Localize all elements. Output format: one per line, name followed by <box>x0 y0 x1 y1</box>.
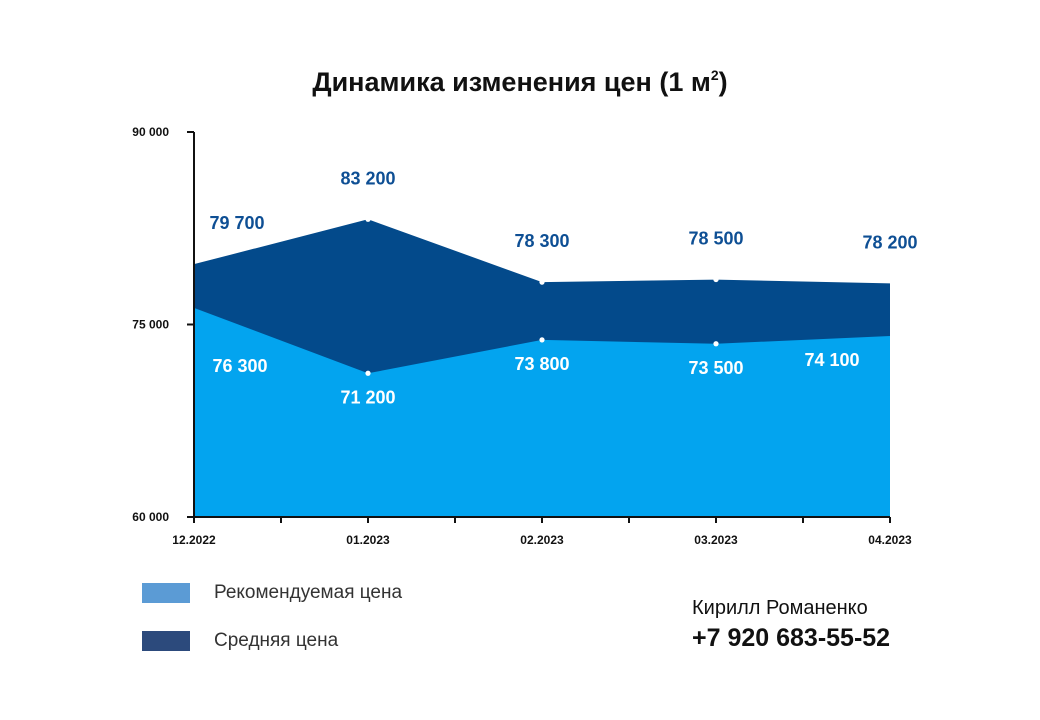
chart-axes: 60 000 75 000 90 000 12.2022 01.2023 02.2023 0… <box>132 125 912 547</box>
chart-title: Динамика изменения цен (1 м2) <box>312 67 727 97</box>
point-recommended <box>539 337 545 343</box>
data-label-recommended: 71 200 <box>340 387 395 407</box>
area-recommended-price <box>194 307 890 517</box>
data-label-recommended: 74 100 <box>804 350 859 370</box>
y-tick-label: 75 000 <box>132 318 169 332</box>
contact-block: Кирилл Романенко +7 920 683-55-52 <box>692 597 890 653</box>
chart-areas <box>194 219 890 517</box>
point-average <box>365 216 371 222</box>
data-label-average: 83 200 <box>340 168 395 188</box>
point-average <box>713 276 719 283</box>
contact-name: Кирилл Романенко <box>692 597 868 619</box>
y-tick-label: 90 000 <box>132 125 169 139</box>
point-recommended <box>713 341 719 347</box>
x-tick-label: 12.2022 <box>172 533 216 547</box>
data-label-average: 78 200 <box>862 232 917 252</box>
legend-item-recommended: Рекомендуемая цена <box>142 580 402 606</box>
chart-points <box>365 216 719 376</box>
x-tick-label: 04.2023 <box>868 533 912 547</box>
chart-data-labels: 79 700 83 200 78 300 78 500 78 200 76 300 71 2… <box>209 168 917 407</box>
legend-item-average: Средняя цена <box>142 628 402 654</box>
x-tick-label: 03.2023 <box>694 533 738 547</box>
data-label-average: 79 700 <box>209 213 264 233</box>
y-tick-label: 60 000 <box>132 510 169 524</box>
chart-title-suffix: ) <box>719 67 728 97</box>
data-label-recommended: 76 300 <box>212 356 267 376</box>
point-recommended <box>365 370 371 376</box>
legend-label-recommended: Рекомендуемая цена <box>214 582 403 603</box>
data-label-average: 78 500 <box>688 229 743 249</box>
chart-title-superscript: 2 <box>711 67 719 83</box>
contact-phone: +7 920 683-55-52 <box>692 624 891 652</box>
legend-label-average: Средняя цена <box>214 630 339 651</box>
data-label-recommended: 73 500 <box>688 358 743 378</box>
legend: Рекомендуемая цена Средняя цена <box>142 580 402 676</box>
point-average <box>539 279 545 285</box>
data-label-average: 78 300 <box>514 231 569 251</box>
x-tick-label: 02.2023 <box>520 533 564 547</box>
legend-swatch-recommended <box>142 583 190 603</box>
chart-title-main: Динамика изменения цен (1 м <box>312 67 711 97</box>
legend-swatch-average <box>142 631 190 651</box>
data-label-recommended: 73 800 <box>514 354 569 374</box>
x-tick-label: 01.2023 <box>346 533 390 547</box>
